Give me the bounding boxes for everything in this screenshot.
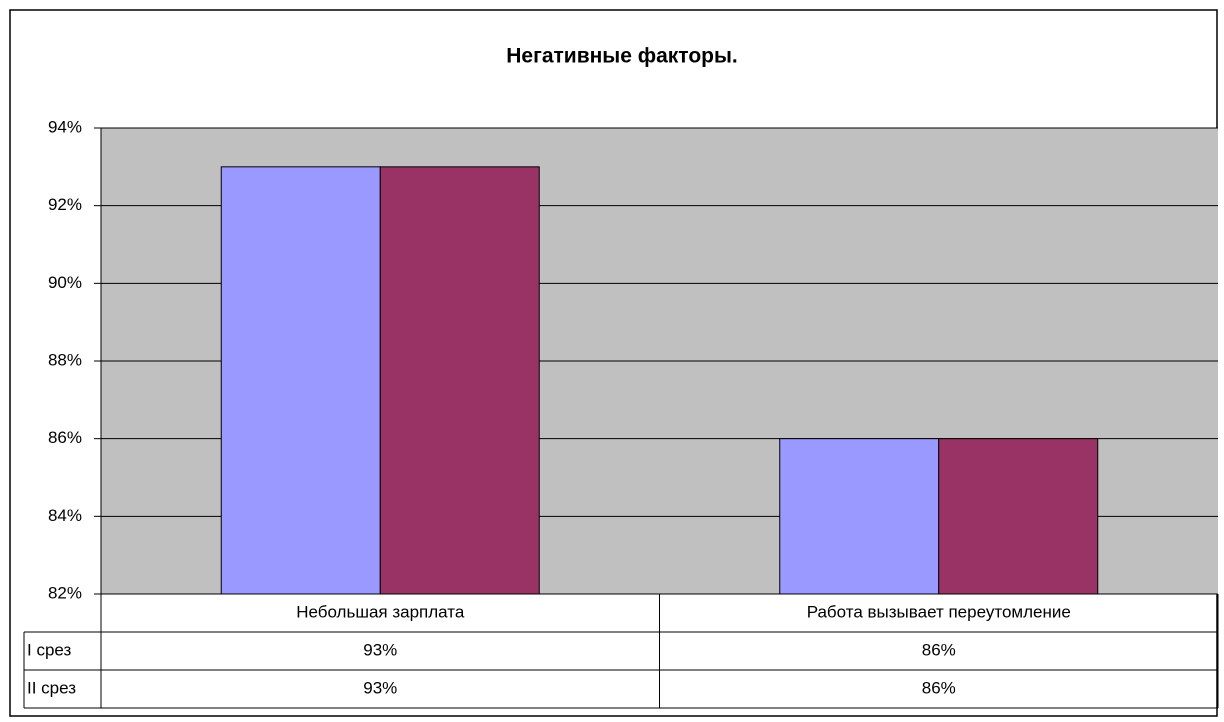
y-tick-label: 88% xyxy=(48,350,82,369)
y-tick-label: 82% xyxy=(48,583,82,602)
y-tick-label: 84% xyxy=(48,506,82,525)
table-value: 86% xyxy=(922,640,956,659)
bar xyxy=(779,438,940,595)
y-tick-label: 94% xyxy=(48,117,82,136)
y-tick-label: 86% xyxy=(48,428,82,447)
y-tick-label: 90% xyxy=(48,273,82,292)
bar xyxy=(379,166,540,595)
legend-label: I срез xyxy=(27,640,71,659)
legend-label: II срез xyxy=(27,678,76,697)
table-value: 93% xyxy=(363,640,397,659)
y-tick-label: 92% xyxy=(48,195,82,214)
x-tick-label: Небольшая зарплата xyxy=(296,602,465,621)
bar xyxy=(220,166,381,595)
x-tick-label: Работа вызывает переутомление xyxy=(807,602,1071,621)
bar xyxy=(938,438,1099,595)
table-value: 86% xyxy=(922,678,956,697)
chart-title: Негативные факторы. xyxy=(506,45,738,68)
table-value: 93% xyxy=(363,678,397,697)
